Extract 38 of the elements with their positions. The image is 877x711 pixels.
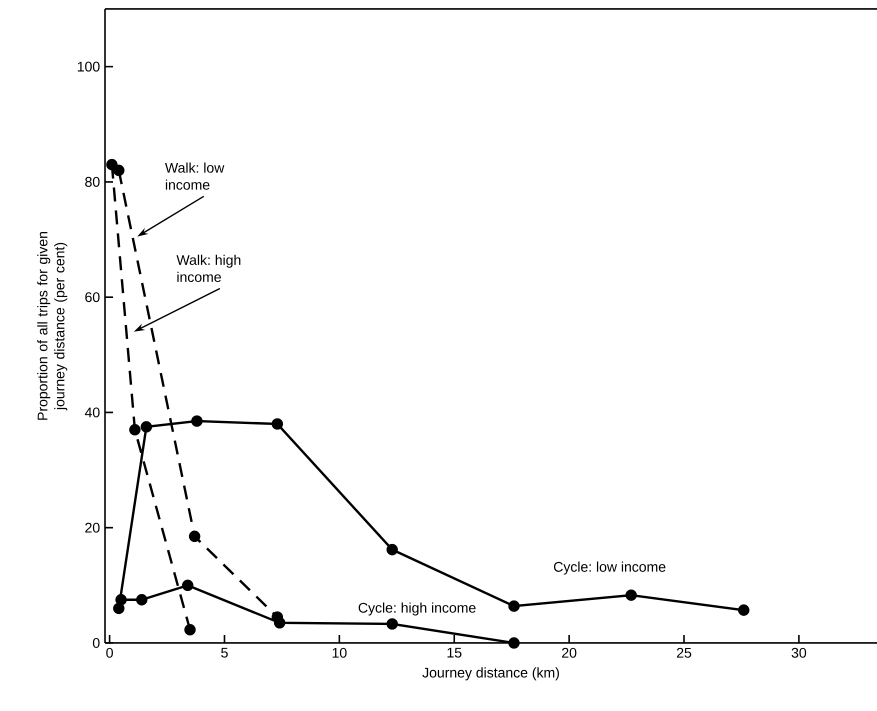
point bbox=[738, 604, 750, 616]
x-tick-label: 30 bbox=[792, 648, 806, 658]
point bbox=[184, 624, 196, 636]
point bbox=[274, 617, 286, 629]
x-axis-title: Journey distance (km) bbox=[422, 667, 559, 680]
point bbox=[625, 589, 637, 601]
point bbox=[113, 164, 124, 176]
x-tick-label: 20 bbox=[562, 648, 576, 658]
y-tick-label: 40 bbox=[84, 407, 100, 418]
point bbox=[182, 580, 194, 592]
text: Walk: low income bbox=[165, 162, 224, 190]
y-axis-title: Proportion of all trips for given journey distance (per cent) bbox=[37, 232, 68, 420]
point bbox=[386, 618, 398, 630]
series-label: Cycle: high income bbox=[358, 602, 476, 616]
point bbox=[106, 158, 118, 170]
x-tick-label: 25 bbox=[676, 648, 692, 658]
point bbox=[188, 530, 200, 542]
y-tick-label: 80 bbox=[85, 176, 100, 187]
point bbox=[136, 594, 148, 606]
point bbox=[140, 421, 152, 433]
point bbox=[272, 418, 284, 430]
point bbox=[115, 594, 127, 606]
point bbox=[129, 424, 141, 436]
x-tick-label: 15 bbox=[448, 648, 462, 658]
x-tick-label: 5 bbox=[221, 648, 228, 658]
x-tick-label: 10 bbox=[332, 648, 347, 658]
y-tick-label: 100 bbox=[78, 62, 100, 72]
point bbox=[386, 544, 398, 556]
x-tick-label: 0 bbox=[106, 648, 113, 658]
text: Walk: high income bbox=[176, 254, 240, 282]
y-tick-label: 0 bbox=[92, 638, 100, 648]
point bbox=[113, 602, 124, 614]
y-tick-label: 20 bbox=[85, 522, 100, 533]
point bbox=[508, 600, 520, 612]
point bbox=[191, 415, 203, 427]
point bbox=[508, 637, 520, 649]
series-label: Cycle: low income bbox=[554, 562, 666, 575]
y-tick-label: 60 bbox=[85, 292, 100, 302]
